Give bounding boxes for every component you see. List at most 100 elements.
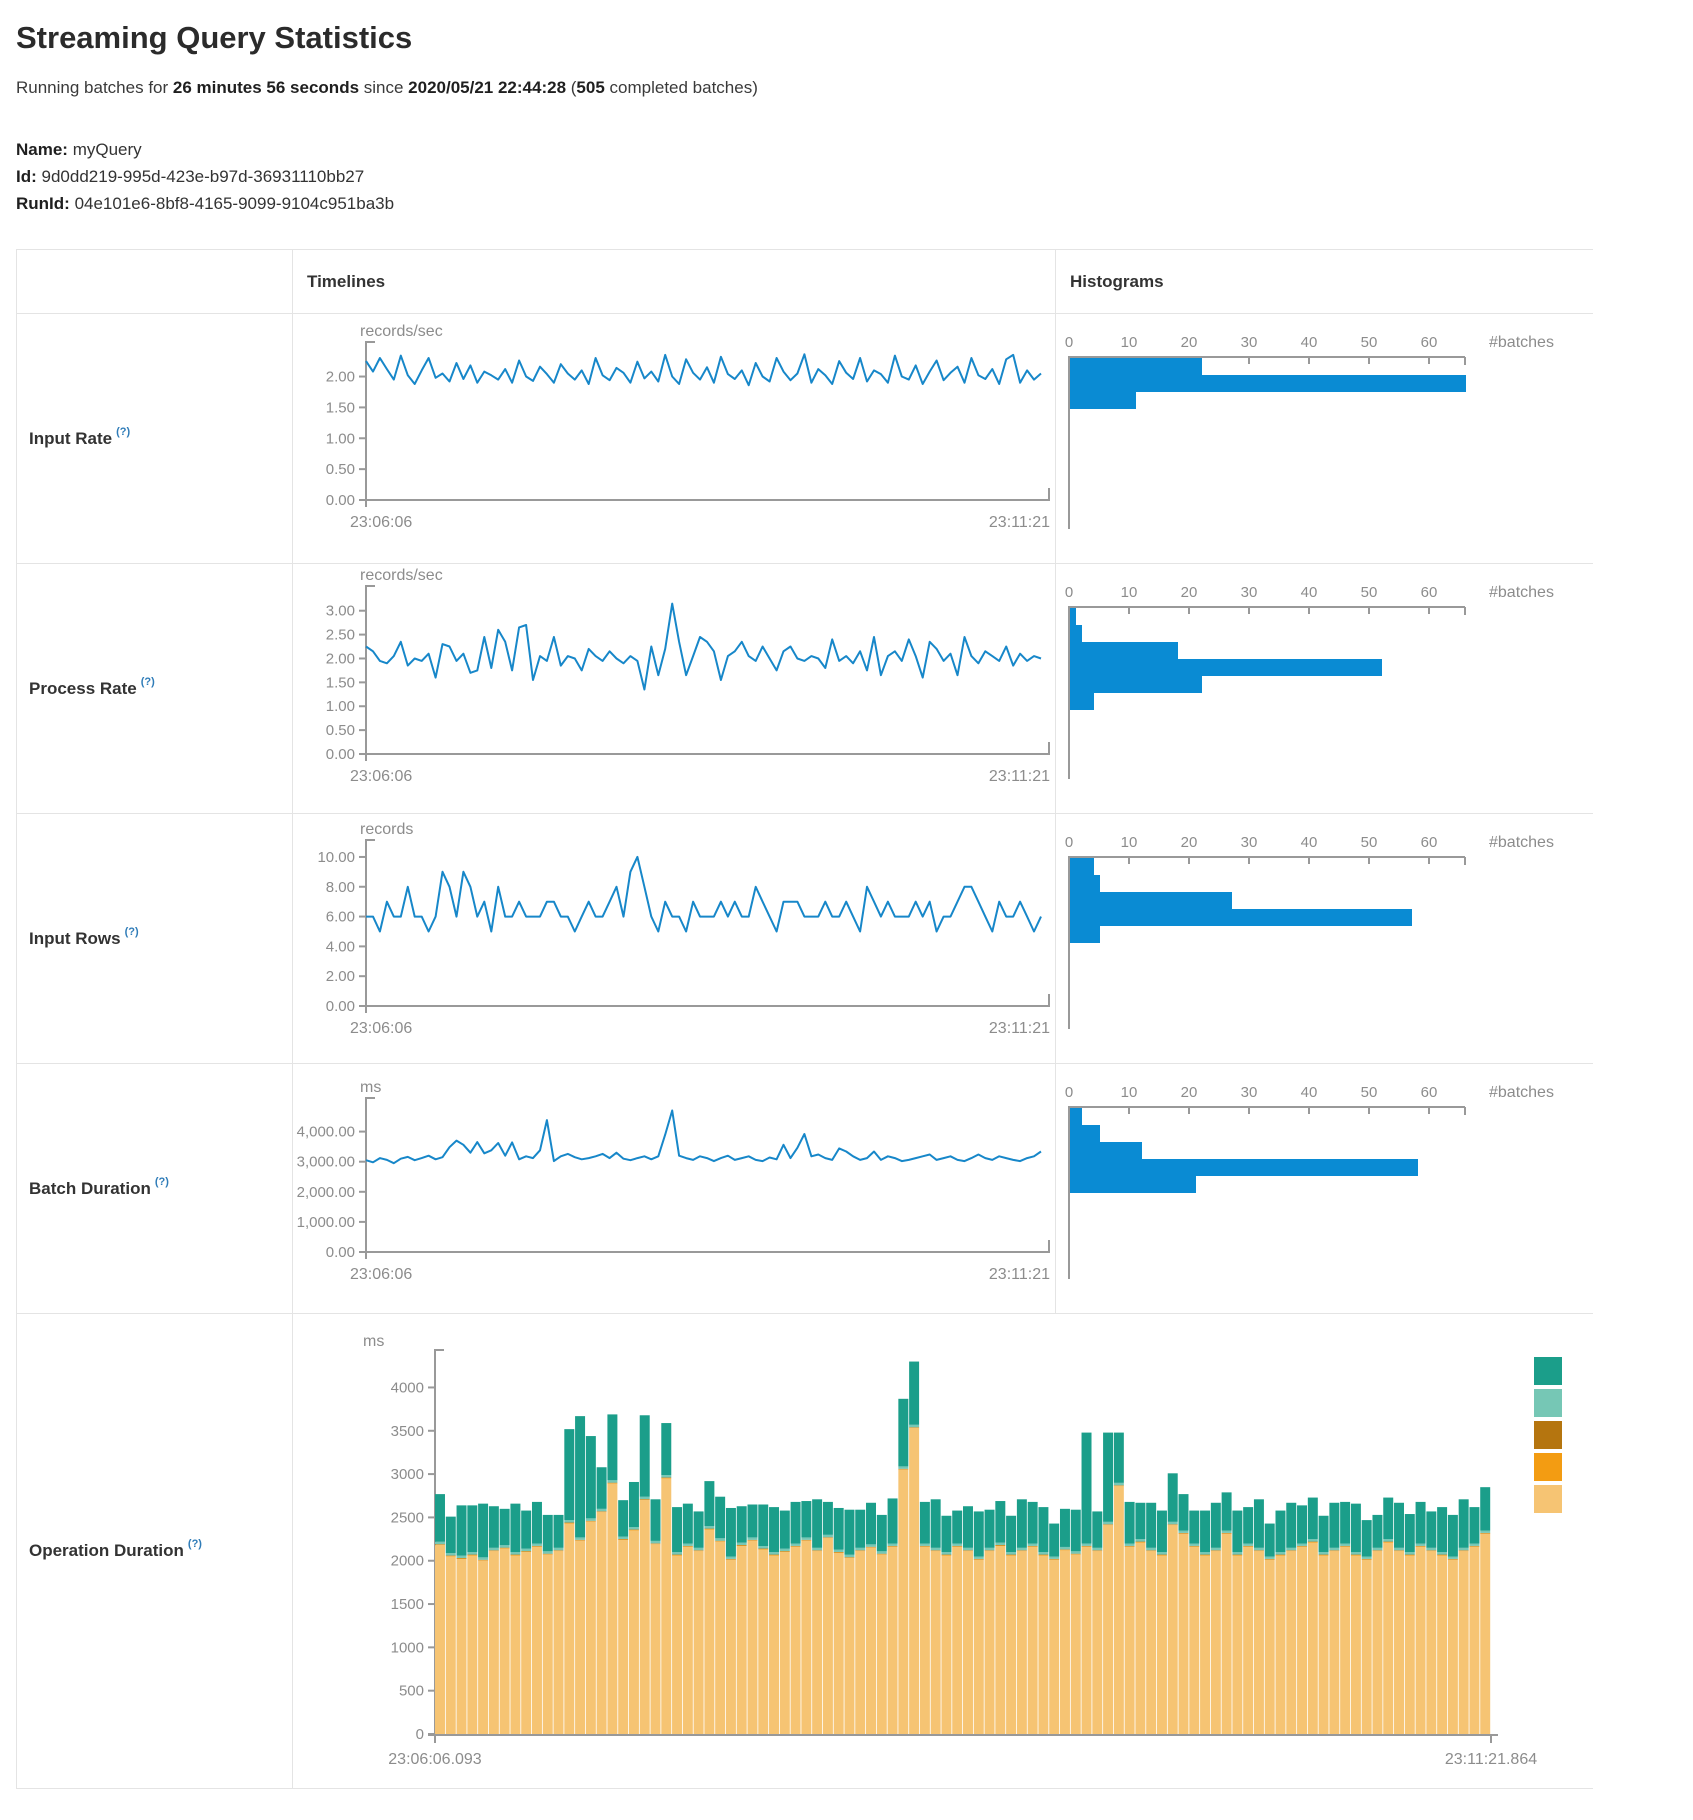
svg-text:23:11:21: 23:11:21 [989,768,1050,785]
metric-label-operation-duration: Operation Duration (?) [17,1314,293,1788]
completed-batches-count: 505 [576,78,605,97]
svg-text:20: 20 [1181,334,1198,351]
svg-text:0: 0 [1065,584,1073,601]
svg-text:0: 0 [416,1726,424,1743]
timelines-column-header: Timelines [293,250,1056,314]
query-name-label: Name: [16,140,68,159]
svg-text:60: 60 [1421,834,1438,851]
svg-text:2,000.00: 2,000.00 [297,1184,355,1201]
input-rate-histogram-cell: 0 10 20 30 40 50 60 #batches [1056,314,1593,564]
svg-text:3.00: 3.00 [326,603,355,620]
svg-text:50: 50 [1361,834,1378,851]
process-rate-label: Process Rate [29,678,137,698]
svg-text:20: 20 [1181,1084,1198,1101]
metric-label-batch-duration: Batch Duration (?) [17,1064,293,1314]
svg-text:1,000.00: 1,000.00 [297,1214,355,1231]
svg-text:60: 60 [1421,334,1438,351]
svg-text:23:06:06: 23:06:06 [350,1266,412,1283]
svg-text:2.50: 2.50 [326,627,355,644]
svg-text:2.00: 2.00 [326,968,355,985]
input-rate-timeline-cell: 2.00 1.50 1.00 0.50 0.00 records/sec 23:06:06 2… [293,314,1056,564]
svg-text:#batches: #batches [1489,334,1554,351]
svg-text:1500: 1500 [391,1596,424,1613]
svg-text:4000: 4000 [391,1379,424,1396]
svg-text:0.00: 0.00 [326,998,355,1015]
input-rows-timeline-cell: 10.00 8.00 6.00 4.00 2.00 0.00 records 23:06:06… [293,814,1056,1064]
legend-swatch [1534,1389,1562,1417]
svg-text:40: 40 [1301,834,1318,851]
help-icon[interactable]: (?) [187,1538,202,1550]
process-rate-timeline-cell: 3.00 2.50 2.00 1.50 1.00 0.50 0.00 records/sec 2… [293,564,1056,814]
svg-text:1.00: 1.00 [326,430,355,447]
svg-text:0.00: 0.00 [326,746,355,763]
svg-text:3000: 3000 [391,1466,424,1483]
svg-text:50: 50 [1361,584,1378,601]
svg-text:ms: ms [363,1333,384,1350]
input-rows-histogram-cell: 0 10 20 30 40 50 60 #batches [1056,814,1593,1064]
page-title: Streaming Query Statistics [16,20,413,55]
start-time-text: 2020/05/21 22:44:28 [408,78,567,97]
operation-duration-legend [1534,1357,1562,1513]
query-id-value: 9d0dd219-995d-423e-b97d-36931110bb27 [41,167,365,186]
svg-text:4.00: 4.00 [326,938,355,955]
query-runid-row: RunId: 04e101e6-8bf8-4165-9099-9104c951b… [16,190,1693,217]
input-rate-histogram-chart: 0 10 20 30 40 50 60 #batches [1065,334,1554,529]
process-rate-histogram-cell: 0 10 20 30 40 50 60 #batches [1056,564,1593,814]
operation-duration-stacked-chart: 4000 3500 3000 2500 2000 1500 1000 500 0 ms 23:06:… [363,1333,1537,1768]
statistics-table: Timelines Histograms Input Rate (?) 2.00 1… [16,249,1593,1789]
svg-text:23:11:21: 23:11:21 [989,514,1050,531]
svg-text:30: 30 [1241,334,1258,351]
svg-text:3,000.00: 3,000.00 [297,1154,355,1171]
svg-text:30: 30 [1241,584,1258,601]
svg-text:10: 10 [1121,1084,1138,1101]
svg-text:23:06:06.093: 23:06:06.093 [388,1751,482,1768]
running-duration-text: 26 minutes 56 seconds [172,78,360,97]
help-icon[interactable]: (?) [154,1175,169,1188]
query-runid-label: RunId: [16,194,70,213]
svg-text:50: 50 [1361,1084,1378,1101]
svg-text:0.00: 0.00 [326,492,355,509]
process-rate-timeline-chart: 3.00 2.50 2.00 1.50 1.00 0.50 0.00 records/sec 2… [326,567,1050,785]
input-rows-label: Input Rows [29,928,121,948]
batch-duration-timeline-cell: 4,000.00 3,000.00 2,000.00 1,000.00 0.00 ms 23… [293,1064,1056,1314]
query-id-label: Id: [16,167,37,186]
svg-text:30: 30 [1241,834,1258,851]
timelines-header-label: Timelines [307,271,386,291]
svg-text:10: 10 [1121,334,1138,351]
svg-text:records/sec: records/sec [360,323,443,340]
svg-text:23:11:21: 23:11:21 [989,1266,1050,1283]
svg-text:2000: 2000 [391,1553,424,1570]
histograms-header-label: Histograms [1070,271,1164,291]
help-icon[interactable]: (?) [124,925,139,938]
svg-text:1000: 1000 [391,1639,424,1656]
metric-label-process-rate: Process Rate (?) [17,564,293,814]
summary-post-text: completed batches) [604,78,758,97]
svg-text:0.50: 0.50 [326,722,355,739]
legend-swatch [1534,1485,1562,1513]
metric-label-input-rate: Input Rate (?) [17,314,293,564]
svg-text:20: 20 [1181,834,1198,851]
svg-text:60: 60 [1421,1084,1438,1101]
svg-text:6.00: 6.00 [326,909,355,926]
svg-text:2.00: 2.00 [326,369,355,386]
legend-swatch [1534,1421,1562,1449]
help-icon[interactable]: (?) [140,675,155,688]
svg-text:23:06:06: 23:06:06 [350,768,412,785]
query-name-value: myQuery [72,140,142,159]
svg-text:records/sec: records/sec [360,567,443,584]
batch-duration-histogram-chart: 0 10 20 30 40 50 60 #batches [1065,1084,1554,1279]
operation-duration-chart-cell: 4000 3500 3000 2500 2000 1500 1000 500 0 ms 23:06:… [293,1314,1593,1788]
process-rate-histogram-chart: 0 10 20 30 40 50 60 #batches [1065,584,1554,779]
batch-duration-label: Batch Duration [29,1178,151,1198]
legend-swatch [1534,1453,1562,1481]
svg-text:#batches: #batches [1489,834,1554,851]
input-rows-histogram-chart: 0 10 20 30 40 50 60 #batches [1065,834,1554,1029]
input-rate-timeline-chart: 2.00 1.50 1.00 0.50 0.00 records/sec 23:06:06 2… [326,323,1050,531]
svg-text:records: records [360,821,413,838]
help-icon[interactable]: (?) [116,425,131,438]
batch-duration-timeline-chart: 4,000.00 3,000.00 2,000.00 1,000.00 0.00 ms 23… [297,1079,1050,1283]
svg-text:0: 0 [1065,834,1073,851]
svg-text:8.00: 8.00 [326,879,355,896]
svg-text:50: 50 [1361,334,1378,351]
svg-text:1.50: 1.50 [326,399,355,416]
